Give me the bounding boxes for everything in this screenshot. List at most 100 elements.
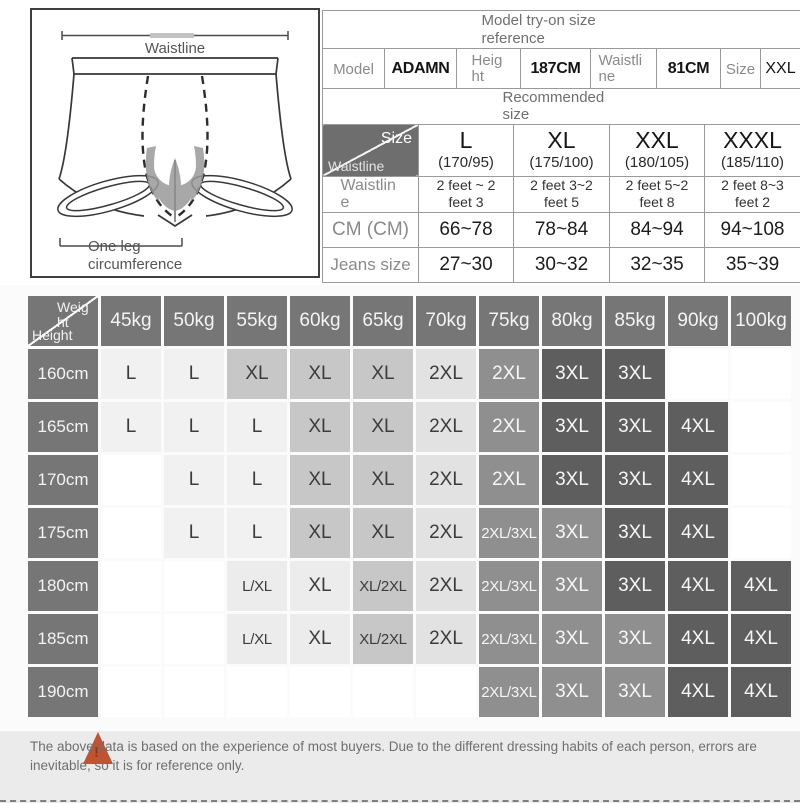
- size-cell: [731, 402, 791, 452]
- size-cell: [353, 667, 413, 717]
- corner-waistline-label: Waistline: [328, 159, 385, 174]
- size-cell: [416, 667, 476, 717]
- weight-header-cell: 100kg: [731, 296, 791, 346]
- size-field-value: XXL: [761, 49, 800, 90]
- height-header-cell: 190cm: [28, 667, 98, 717]
- size-column-header: L (170/95): [419, 124, 514, 176]
- size-cell: XL: [290, 561, 350, 611]
- height-header-cell: 180cm: [28, 561, 98, 611]
- size-cell: 2XL/3XL: [479, 614, 539, 664]
- weight-header-cell: 45kg: [101, 296, 161, 346]
- size-cell: XL: [227, 349, 287, 399]
- weight-header-cell: 75kg: [479, 296, 539, 346]
- jeans-value-cell: 27~30: [419, 247, 514, 282]
- waistline-value-cell: 2 feet ~ 2 feet 3: [419, 176, 514, 212]
- size-reference-panel: Waistline One leg circumference Model tr…: [0, 0, 800, 285]
- size-cell: [101, 508, 161, 558]
- size-cell: [227, 667, 287, 717]
- model-field-label: Model: [323, 49, 385, 90]
- size-cell: 4XL: [668, 667, 728, 717]
- size-cell: 3XL: [542, 614, 602, 664]
- size-cell: 3XL: [605, 667, 665, 717]
- size-cell: 2XL: [416, 455, 476, 505]
- size-cell: 3XL: [605, 455, 665, 505]
- size-cell: L: [164, 402, 224, 452]
- size-cell: L: [227, 455, 287, 505]
- size-cell: 2XL: [416, 349, 476, 399]
- cm-value-cell: 84~94: [610, 212, 705, 247]
- waistline-value-cell: 2 feet 3~2 feet 5: [514, 176, 610, 212]
- weight-header-cell: 60kg: [290, 296, 350, 346]
- size-cell: 3XL: [542, 402, 602, 452]
- cm-value-cell: 78~84: [514, 212, 610, 247]
- weight-header-cell: 85kg: [605, 296, 665, 346]
- waistline-value-cell: 2 feet 5~2 feet 8: [610, 176, 705, 212]
- size-cell: 3XL: [605, 402, 665, 452]
- size-cell: [164, 667, 224, 717]
- size-cell: 3XL: [542, 561, 602, 611]
- size-cell: L/XL: [227, 561, 287, 611]
- size-cell: [290, 667, 350, 717]
- height-corner-label: Height: [32, 328, 74, 343]
- height-header-cell: 185cm: [28, 614, 98, 664]
- size-cell: [164, 561, 224, 611]
- size-cell: L: [101, 349, 161, 399]
- size-cell: XL: [290, 402, 350, 452]
- jeans-row-label: Jeans size: [323, 247, 419, 282]
- height-field-label: Height: [457, 49, 521, 90]
- size-cell: 3XL: [542, 455, 602, 505]
- size-cell: 3XL: [542, 667, 602, 717]
- size-cell: 4XL: [668, 455, 728, 505]
- size-cell: XL: [290, 614, 350, 664]
- waistline-value-cell: 2 feet 8~3 feet 2: [705, 176, 800, 212]
- size-cell: 2XL/3XL: [479, 561, 539, 611]
- size-cell: [668, 349, 728, 399]
- size-cell: 3XL: [542, 349, 602, 399]
- size-cell: 4XL: [731, 667, 791, 717]
- footer-note-bar: ! The above data is based on the experie…: [0, 728, 800, 803]
- underwear-diagram: Waistline One leg circumference: [30, 8, 320, 278]
- size-cell: L: [101, 402, 161, 452]
- recommended-size-table: Recommended size Size Waistline L (170/9…: [322, 88, 800, 283]
- size-cell: 2XL: [416, 561, 476, 611]
- size-cell: [101, 667, 161, 717]
- size-cell: 2XL: [479, 402, 539, 452]
- model-try-on-table: Model try-on size reference Model ADAMN …: [322, 10, 800, 90]
- recommended-size-title: Recommended size: [323, 89, 800, 125]
- size-column-header: XXL (180/105): [610, 124, 705, 176]
- weight-header-cell: 55kg: [227, 296, 287, 346]
- size-cell: XL: [290, 349, 350, 399]
- size-cell: 3XL: [605, 614, 665, 664]
- size-cell: XL: [353, 455, 413, 505]
- size-cell: XL: [290, 508, 350, 558]
- size-cell: [731, 508, 791, 558]
- size-cell: 2XL/3XL: [479, 508, 539, 558]
- size-cell: L: [227, 508, 287, 558]
- size-cell: XL: [353, 402, 413, 452]
- size-cell: 2XL/3XL: [479, 667, 539, 717]
- size-cell: [164, 614, 224, 664]
- size-cell: L/XL: [227, 614, 287, 664]
- size-cell: L: [227, 402, 287, 452]
- weight-header-cell: 80kg: [542, 296, 602, 346]
- height-header-cell: 175cm: [28, 508, 98, 558]
- size-cell: 4XL: [668, 614, 728, 664]
- waistline-row-label: Waistline: [323, 176, 419, 212]
- size-cell: 3XL: [605, 349, 665, 399]
- jeans-value-cell: 35~39: [705, 247, 800, 282]
- model-field-value: ADAMN: [385, 49, 457, 90]
- size-cell: 4XL: [668, 402, 728, 452]
- size-column-header: XXXL (185/110): [705, 124, 800, 176]
- cm-row-label: CM (CM): [323, 212, 419, 247]
- size-cell: XL: [290, 455, 350, 505]
- weight-header-cell: 65kg: [353, 296, 413, 346]
- height-header-cell: 160cm: [28, 349, 98, 399]
- size-cell: 2XL: [416, 402, 476, 452]
- size-cell: XL/2XL: [353, 561, 413, 611]
- size-cell: L: [164, 508, 224, 558]
- size-cell: 2XL: [416, 508, 476, 558]
- size-column-header: XL (175/100): [514, 124, 610, 176]
